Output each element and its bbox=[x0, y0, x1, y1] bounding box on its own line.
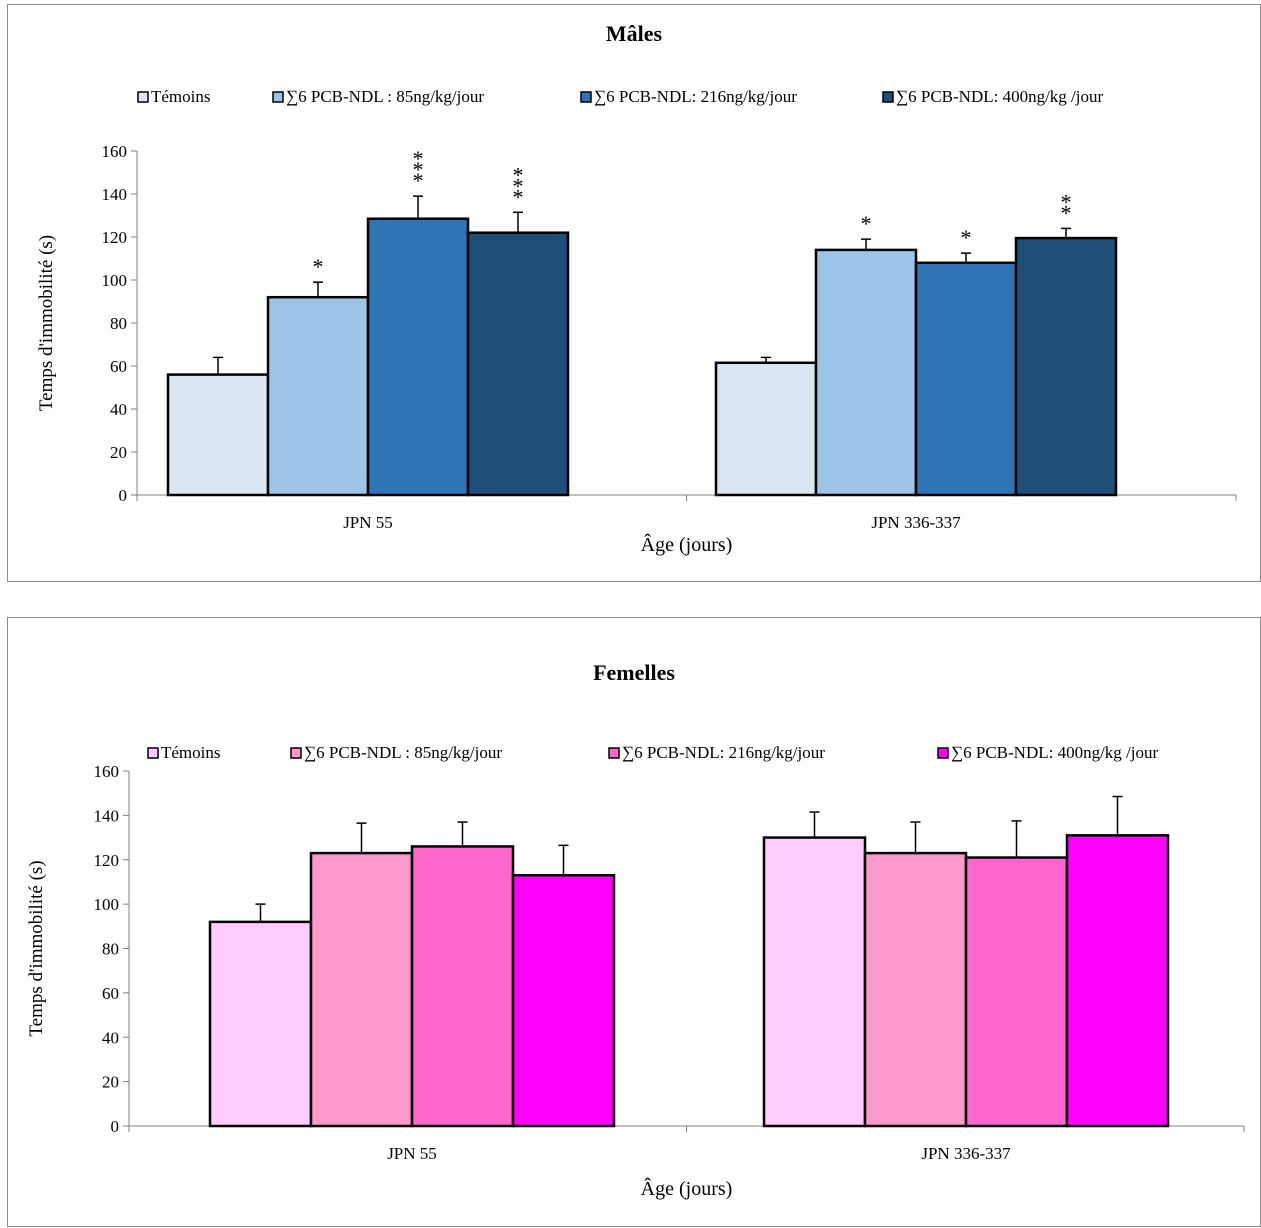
y-tick-label: 60 bbox=[110, 357, 127, 376]
y-tick-label: 120 bbox=[94, 851, 120, 870]
legend-label: ∑6 PCB-NDL: 400ng/kg /jour bbox=[951, 743, 1158, 762]
legend-swatch bbox=[937, 747, 949, 759]
legend-swatch bbox=[137, 91, 149, 103]
bar bbox=[814, 248, 918, 497]
legend-label: ∑6 PCB-NDL : 85ng/kg/jour bbox=[304, 743, 502, 762]
y-tick-label: 140 bbox=[94, 806, 120, 825]
legend-label: ∑6 PCB-NDL : 85ng/kg/jour bbox=[286, 87, 484, 106]
legend-swatch bbox=[147, 747, 159, 759]
x-tick-label: JPN 336-337 bbox=[871, 513, 961, 532]
bar bbox=[762, 836, 867, 1128]
bar bbox=[410, 845, 515, 1128]
legend-label: ∑6 PCB-NDL: 216ng/kg/jour bbox=[622, 743, 825, 762]
bar bbox=[1014, 236, 1118, 497]
x-tick-label: JPN 55 bbox=[343, 513, 393, 532]
legend-swatch bbox=[272, 91, 284, 103]
chart-panel-femelles: Femelles Témoins ∑6 PCB-NDL : 85ng/kg/jour… bbox=[7, 617, 1261, 1227]
y-tick-label: 160 bbox=[94, 762, 120, 781]
bar bbox=[266, 295, 370, 497]
significance-mark: * bbox=[413, 146, 424, 171]
x-tick-label: JPN 55 bbox=[387, 1144, 437, 1163]
significance-mark: * bbox=[861, 211, 872, 236]
bar bbox=[863, 851, 968, 1128]
bar bbox=[309, 851, 414, 1128]
y-tick-label: 100 bbox=[94, 895, 120, 914]
legend-label: ∑6 PCB-NDL: 400ng/kg /jour bbox=[896, 87, 1103, 106]
significance-mark: * bbox=[1061, 189, 1072, 214]
bar bbox=[1065, 834, 1170, 1128]
legend-swatch bbox=[290, 747, 302, 759]
x-axis-title: Âge (jours) bbox=[641, 533, 733, 556]
y-tick-label: 120 bbox=[102, 228, 128, 247]
y-tick-label: 160 bbox=[102, 142, 128, 161]
significance-mark: * bbox=[513, 184, 524, 209]
bar bbox=[366, 217, 470, 497]
bar bbox=[914, 261, 1018, 497]
legend-label: Témoins bbox=[161, 743, 221, 762]
legend-label: ∑6 PCB-NDL: 216ng/kg/jour bbox=[594, 87, 797, 106]
significance-mark: * bbox=[513, 173, 524, 198]
y-tick-label: 40 bbox=[110, 400, 127, 419]
legend-label: Témoins bbox=[151, 87, 211, 106]
legend-swatch bbox=[580, 91, 592, 103]
legend-swatch bbox=[608, 747, 620, 759]
significance-mark: * bbox=[961, 225, 972, 250]
x-tick-label: JPN 336-337 bbox=[921, 1144, 1011, 1163]
y-tick-label: 100 bbox=[102, 271, 128, 290]
bar bbox=[964, 856, 1069, 1128]
significance-mark: * bbox=[513, 162, 524, 187]
y-tick-label: 20 bbox=[102, 1073, 119, 1092]
chart-panel-males: Mâles Témoins ∑6 PCB-NDL : 85ng/kg/jour ∑6 … bbox=[7, 4, 1261, 582]
y-tick-label: 60 bbox=[102, 984, 119, 1003]
significance-mark: * bbox=[313, 254, 324, 279]
significance-mark: * bbox=[413, 168, 424, 193]
bar bbox=[714, 361, 818, 497]
y-tick-label: 80 bbox=[102, 940, 119, 959]
significance-mark: * bbox=[413, 157, 424, 182]
bar bbox=[511, 874, 616, 1128]
bar bbox=[166, 373, 270, 497]
bar bbox=[208, 920, 313, 1128]
y-axis-title: Temps d'immobilité (s) bbox=[26, 860, 47, 1036]
y-tick-label: 0 bbox=[111, 1117, 120, 1136]
y-tick-label: 0 bbox=[119, 486, 128, 505]
y-tick-label: 40 bbox=[102, 1028, 119, 1047]
significance-mark: * bbox=[1061, 200, 1072, 225]
y-tick-label: 20 bbox=[110, 443, 127, 462]
bar bbox=[466, 231, 570, 497]
y-axis-title: Temps d'immobilité (s) bbox=[36, 235, 57, 411]
y-tick-label: 140 bbox=[102, 185, 128, 204]
y-tick-label: 80 bbox=[110, 314, 127, 333]
chart-femelles: Femelles Témoins ∑6 PCB-NDL : 85ng/kg/jour… bbox=[26, 660, 1245, 1200]
chart-title: Femelles bbox=[593, 660, 675, 685]
chart-title: Mâles bbox=[606, 21, 663, 46]
legend-swatch bbox=[882, 91, 894, 103]
chart-males: Mâles Témoins ∑6 PCB-NDL : 85ng/kg/jour ∑6 … bbox=[36, 21, 1237, 556]
x-axis-title: Âge (jours) bbox=[641, 1177, 733, 1200]
